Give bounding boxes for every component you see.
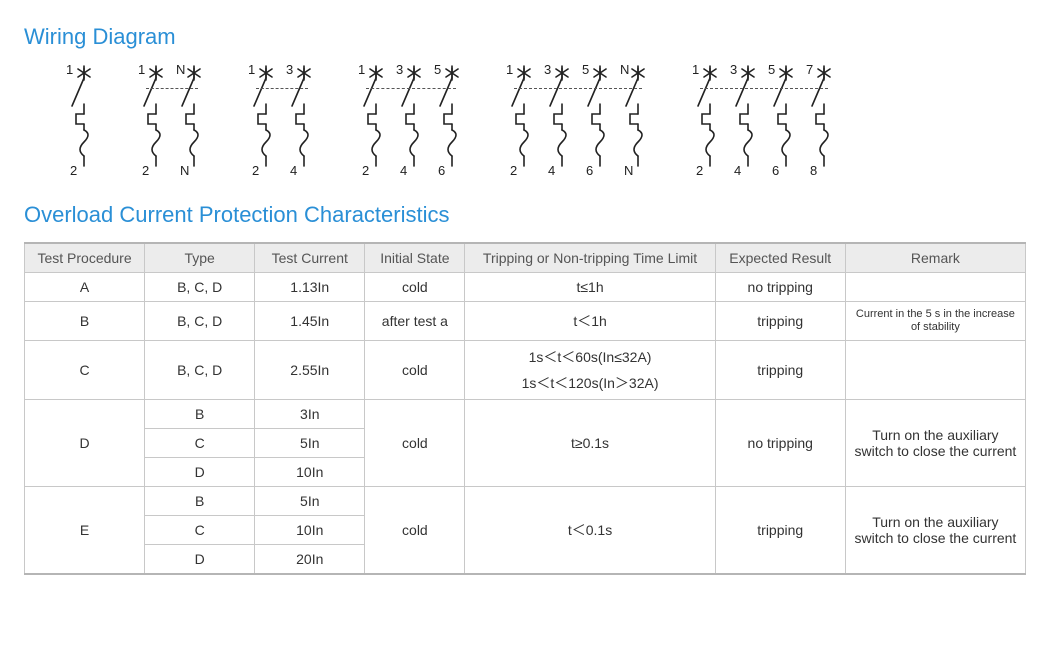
heading-wiring: Wiring Diagram — [24, 24, 1026, 50]
cell-proc: E — [25, 487, 145, 575]
cell-state: cold — [365, 273, 465, 302]
cell-tc: 5In — [255, 487, 365, 516]
pole-group: 12 34 — [504, 64, 652, 174]
cell-tc: 20In — [255, 545, 365, 575]
cell-tc: 2.55In — [255, 341, 365, 400]
cell-type: B, C, D — [145, 302, 255, 341]
cell-result: no tripping — [715, 400, 845, 487]
wiring-diagram-row: 12 12 — [24, 64, 1026, 174]
cell-remark — [845, 341, 1025, 400]
cell-tc: 1.13In — [255, 273, 365, 302]
pole: 34 — [394, 64, 428, 174]
cell-remark: Turn on the auxiliary switch to close th… — [845, 400, 1025, 487]
pole: 34 — [728, 64, 762, 174]
pole: 56 — [766, 64, 800, 174]
pole: 56 — [580, 64, 614, 174]
cell-time: t≥0.1s — [465, 400, 715, 487]
pole: 34 — [542, 64, 576, 174]
cell-remark — [845, 273, 1025, 302]
pole: 12 — [356, 64, 390, 174]
pole: NN — [174, 64, 208, 174]
cell-result: tripping — [715, 302, 845, 341]
cell-result: tripping — [715, 341, 845, 400]
pole: 78 — [804, 64, 838, 174]
pole: 12 — [64, 64, 98, 174]
characteristics-table: Test ProcedureTypeTest CurrentInitial St… — [24, 242, 1026, 575]
table-header: Remark — [845, 243, 1025, 273]
cell-proc: D — [25, 400, 145, 487]
table-header: Test Procedure — [25, 243, 145, 273]
cell-remark: Current in the 5 s in the increase of st… — [845, 302, 1025, 341]
cell-type: D — [145, 545, 255, 575]
cell-type: C — [145, 516, 255, 545]
cell-tc: 3In — [255, 400, 365, 429]
pole: NN — [618, 64, 652, 174]
cell-state: cold — [365, 400, 465, 487]
pole: 12 — [136, 64, 170, 174]
cell-result: tripping — [715, 487, 845, 575]
table-header: Type — [145, 243, 255, 273]
pole: 12 — [246, 64, 280, 174]
table-header: Initial State — [365, 243, 465, 273]
cell-type: B — [145, 487, 255, 516]
cell-state: cold — [365, 487, 465, 575]
pole: 12 — [690, 64, 724, 174]
cell-proc: C — [25, 341, 145, 400]
pole: 12 — [504, 64, 538, 174]
cell-tc: 5In — [255, 429, 365, 458]
cell-time: t＜0.1s — [465, 487, 715, 575]
cell-time: t≤1h — [465, 273, 715, 302]
heading-table: Overload Current Protection Characterist… — [24, 202, 1026, 228]
pole-group: 12 34 — [690, 64, 838, 174]
cell-time: 1s＜t＜60s(In≤32A)1s＜t＜120s(In＞32A) — [465, 341, 715, 400]
pole: 56 — [432, 64, 466, 174]
table-header: Expected Result — [715, 243, 845, 273]
cell-remark: Turn on the auxiliary switch to close th… — [845, 487, 1025, 575]
pole: 34 — [284, 64, 318, 174]
cell-proc: B — [25, 302, 145, 341]
pole-group: 12 — [64, 64, 98, 174]
pole-group: 12 34 — [246, 64, 318, 174]
cell-tc: 10In — [255, 516, 365, 545]
pole-group: 12 34 — [356, 64, 466, 174]
pole-group: 12 NN — [136, 64, 208, 174]
cell-state: cold — [365, 341, 465, 400]
cell-result: no tripping — [715, 273, 845, 302]
cell-time: t＜1h — [465, 302, 715, 341]
cell-type: B, C, D — [145, 273, 255, 302]
cell-type: B, C, D — [145, 341, 255, 400]
cell-tc: 10In — [255, 458, 365, 487]
table-header: Test Current — [255, 243, 365, 273]
cell-type: B — [145, 400, 255, 429]
cell-type: D — [145, 458, 255, 487]
cell-proc: A — [25, 273, 145, 302]
table-header: Tripping or Non-tripping Time Limit — [465, 243, 715, 273]
cell-tc: 1.45In — [255, 302, 365, 341]
cell-type: C — [145, 429, 255, 458]
cell-state: after test a — [365, 302, 465, 341]
